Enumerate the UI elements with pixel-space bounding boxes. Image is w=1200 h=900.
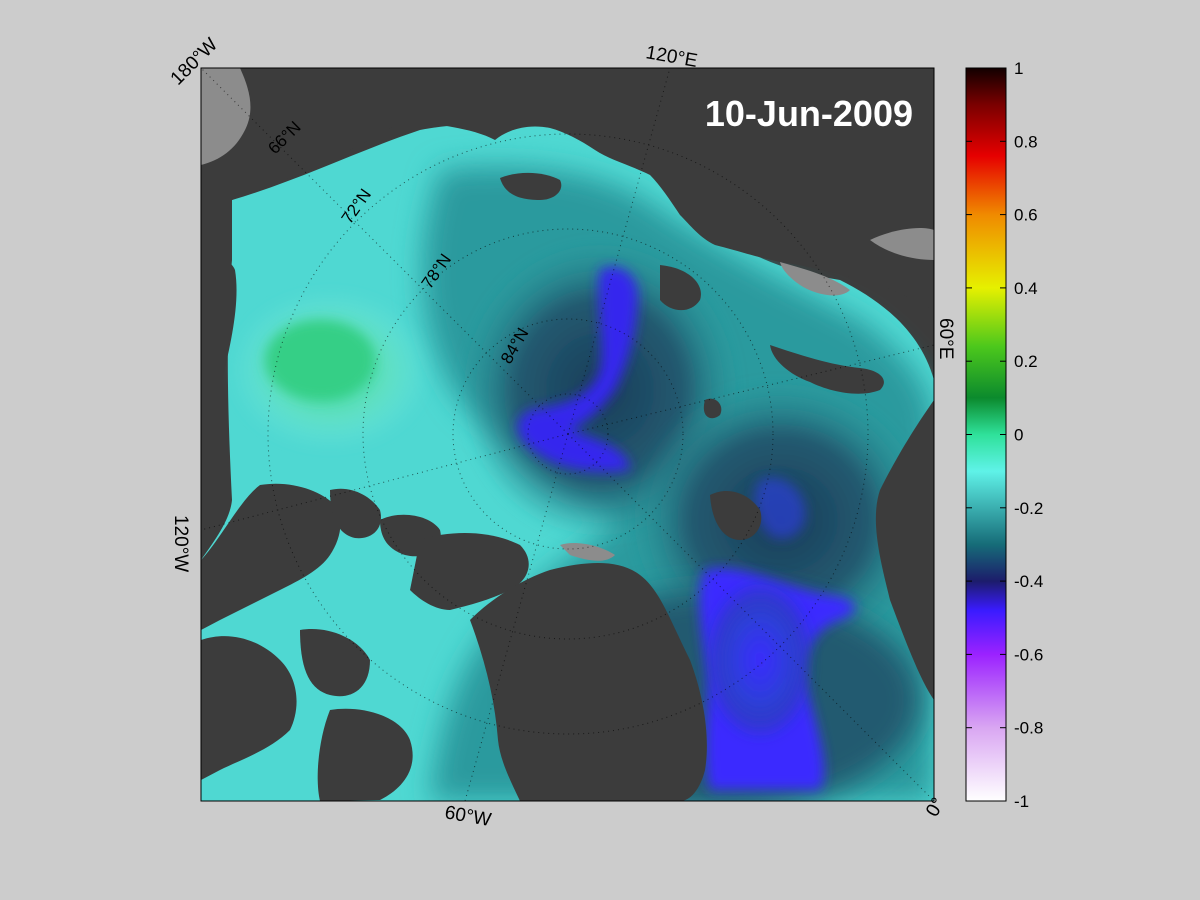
date-label: 10-Jun-2009: [705, 93, 913, 134]
landmasses: [201, 68, 934, 801]
map-panel: [201, 68, 934, 801]
colorbar-tick-label: 0.6: [1014, 206, 1038, 225]
colorbar-tick-label: -0.6: [1014, 645, 1043, 664]
colorbar-scale: [965, 67, 1007, 802]
colorbar-tick-label: 0.8: [1014, 132, 1038, 151]
lon-label-60w: 60°W: [443, 802, 493, 831]
colorbar-tick-label: 0.4: [1014, 279, 1038, 298]
colorbar-ticks: 1 0.8 0.6 0.4 0.2 0 -0.2 -0.4 -0.6 -0.8 -1: [966, 59, 1043, 811]
lon-label-120e: 120°E: [644, 42, 699, 72]
colorbar-tick-label: -0.8: [1014, 719, 1043, 738]
land-outline-hints: [201, 68, 934, 561]
colorbar-tick-label: -0.4: [1014, 572, 1043, 591]
lon-label-120w: 120°W: [170, 515, 191, 572]
colorbar-tick-label: -0.2: [1014, 499, 1043, 518]
map-border: [200, 67, 935, 802]
graticule: [201, 68, 934, 801]
colorbar-tick-label: 0.2: [1014, 352, 1038, 371]
colorbar-tick-label: 1: [1014, 59, 1023, 78]
colorbar: 1 0.8 0.6 0.4 0.2 0 -0.2 -0.4 -0.6 -0.8 -1: [965, 59, 1043, 811]
colorbar-tick-label: -1: [1014, 792, 1029, 811]
colorbar-tick-label: 0: [1014, 426, 1023, 445]
lon-label-60e: 60°E: [935, 318, 956, 359]
